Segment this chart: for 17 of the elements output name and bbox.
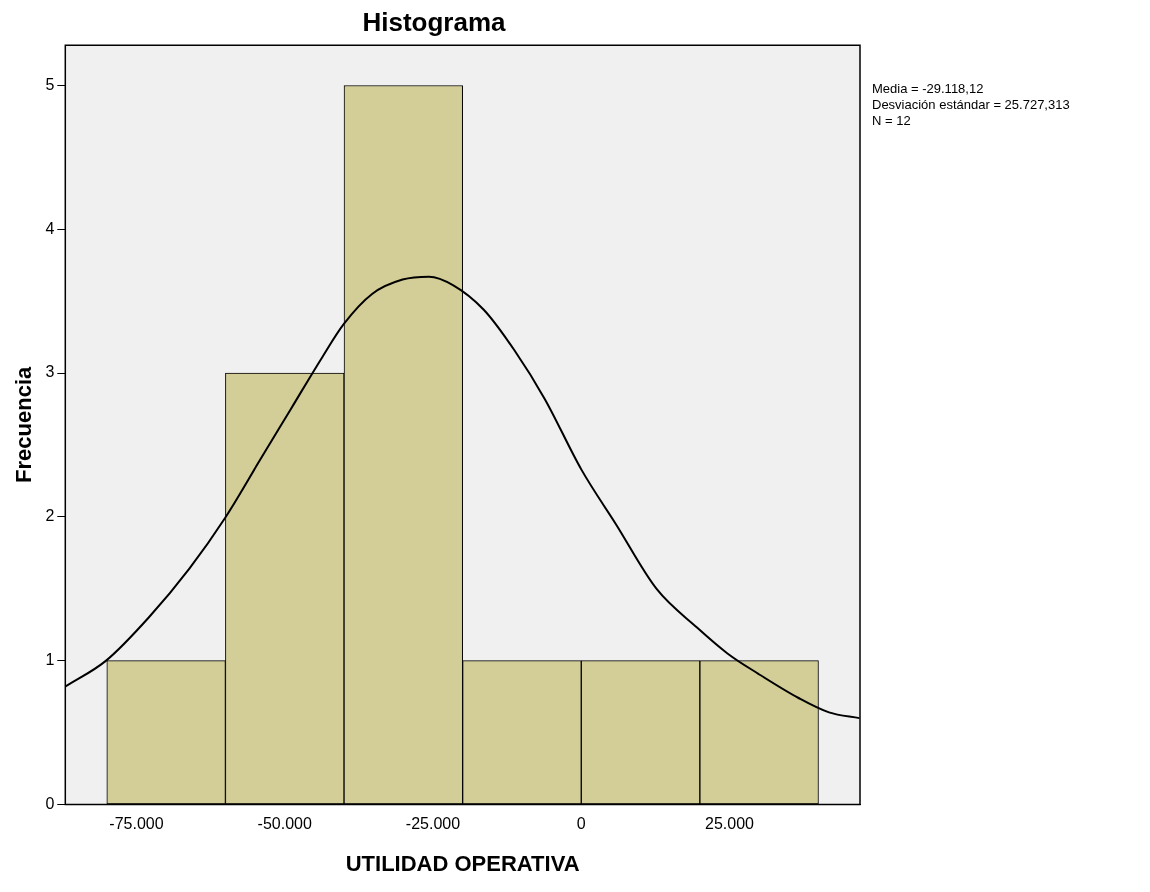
x-tick-label: 25.000 [705, 815, 755, 833]
y-tick-label: 1 [45, 651, 55, 669]
x-tick-label: -25.000 [405, 815, 461, 833]
y-tick-label: 3 [45, 363, 55, 381]
y-tick-label: 4 [45, 219, 55, 237]
x-tick-label: 0 [576, 815, 586, 833]
y-axis-title: Frecuencia [11, 365, 37, 483]
x-tick-label: -75.000 [109, 815, 164, 833]
x-axis-title: UTILIDAD OPERATIVA [345, 850, 580, 876]
y-tick-label: 0 [45, 794, 55, 812]
text: Desviación estándar = 25.727,313 [872, 97, 1070, 113]
text: N = 12 [872, 113, 911, 129]
text: Media = -29.118,12 [872, 81, 984, 97]
y-tick-label: 5 [45, 75, 55, 93]
x-tick-label: -50.000 [257, 815, 312, 833]
chart-title: Histograma [362, 6, 507, 37]
y-tick-label: 2 [45, 507, 55, 525]
